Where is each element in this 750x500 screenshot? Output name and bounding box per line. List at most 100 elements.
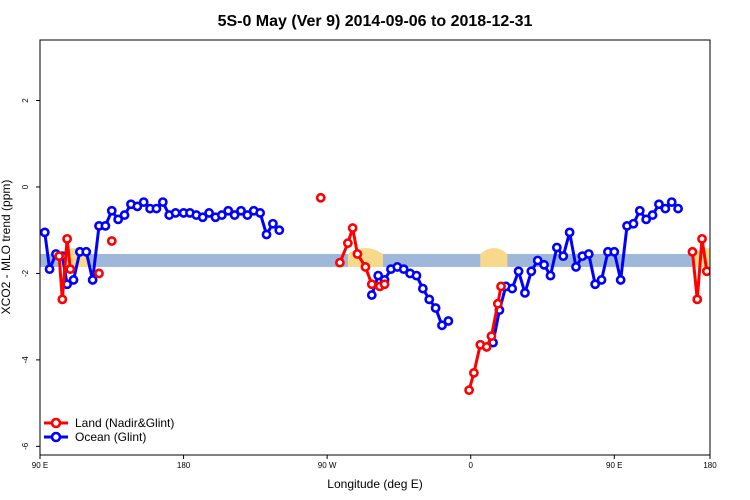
data-point xyxy=(360,262,371,272)
data-point xyxy=(398,264,409,275)
data-point xyxy=(654,199,664,210)
data-point xyxy=(100,220,111,231)
data-point xyxy=(81,246,92,257)
data-point xyxy=(507,283,518,294)
data-point xyxy=(732,268,739,275)
series-line xyxy=(57,237,72,301)
legend-marker xyxy=(50,431,62,443)
data-point xyxy=(113,214,124,225)
data-point xyxy=(583,249,594,259)
data-point xyxy=(526,266,537,277)
x-tick-label: 90 E xyxy=(32,461,48,470)
data-point xyxy=(551,242,562,253)
legend-item: Land (Nadir&Glint) xyxy=(44,416,174,430)
data-point xyxy=(106,236,117,246)
data-point xyxy=(132,201,143,212)
data-point xyxy=(366,279,377,290)
data-point xyxy=(54,251,65,262)
land-region xyxy=(694,247,710,267)
plot-frame xyxy=(39,39,711,456)
data-point xyxy=(373,270,384,281)
data-point xyxy=(138,197,149,208)
data-point xyxy=(687,246,698,257)
data-point xyxy=(609,246,620,257)
data-point xyxy=(539,259,549,270)
series-line xyxy=(690,237,709,301)
legend-marker xyxy=(50,417,62,429)
data-point xyxy=(692,294,703,305)
data-point xyxy=(443,316,454,326)
y-tick-label: -6 xyxy=(21,442,30,450)
data-point xyxy=(660,203,671,214)
data-point xyxy=(437,320,447,331)
data-point xyxy=(229,210,240,220)
data-point xyxy=(57,294,68,305)
data-point xyxy=(366,290,377,300)
data-point xyxy=(469,367,479,378)
data-point xyxy=(673,203,683,214)
data-point xyxy=(571,262,581,272)
data-point xyxy=(268,218,278,229)
data-point xyxy=(424,294,435,305)
x-tick-label: 0 xyxy=(468,461,473,470)
data-point xyxy=(701,266,710,277)
data-point xyxy=(255,208,266,218)
land-region xyxy=(480,247,508,267)
data-point xyxy=(151,203,162,214)
data-point xyxy=(628,218,639,229)
data-point xyxy=(157,197,168,208)
data-point xyxy=(342,238,353,249)
data-point xyxy=(62,233,73,244)
data-point xyxy=(564,227,575,238)
data-point xyxy=(647,210,658,220)
x-tick-label: 180 xyxy=(177,461,191,470)
data-point xyxy=(545,270,556,281)
y-tick-label: 2 xyxy=(21,98,30,103)
legend-label: Ocean (Glint) xyxy=(75,430,146,444)
data-point xyxy=(44,264,55,275)
x-tick-label: 90 W xyxy=(318,461,337,470)
series-ocean xyxy=(40,197,683,348)
y-tick-label: 0 xyxy=(21,184,30,189)
data-point xyxy=(236,205,246,216)
data-point xyxy=(216,210,227,220)
data-point xyxy=(94,268,104,279)
data-point xyxy=(492,298,503,309)
data-point xyxy=(464,385,475,396)
data-point xyxy=(532,255,543,266)
data-point xyxy=(558,251,569,262)
y-axis-label: XCO2 - MLO trend (ppm) xyxy=(0,180,13,315)
data-point xyxy=(615,275,626,285)
data-point xyxy=(641,214,652,225)
plot-area xyxy=(40,192,741,396)
chart-title: 5S-0 May (Ver 9) 2014-09-06 to 2018-12-3… xyxy=(218,13,533,30)
x-tick-label: 90 E xyxy=(606,461,622,470)
data-point xyxy=(315,192,326,203)
data-point xyxy=(666,197,677,208)
data-point xyxy=(411,270,422,281)
data-point xyxy=(261,229,272,240)
data-point xyxy=(197,212,208,223)
data-point xyxy=(242,210,253,220)
data-point xyxy=(119,210,130,220)
legend-item: Ocean (Glint) xyxy=(44,430,146,444)
data-point xyxy=(481,342,492,352)
data-point xyxy=(513,266,524,277)
data-point xyxy=(223,205,234,216)
data-point xyxy=(68,275,79,285)
y-axis: 2 0 -2 -4 -6 xyxy=(21,98,40,450)
data-point xyxy=(65,264,76,275)
land-region xyxy=(728,248,741,267)
data-point xyxy=(634,205,645,216)
data-point xyxy=(87,275,98,285)
data-point xyxy=(379,279,390,290)
data-point xyxy=(417,283,428,294)
data-point xyxy=(520,287,530,298)
x-axis: 90 E 180 90 W 0 90 E 180 xyxy=(32,455,717,470)
data-point xyxy=(596,275,607,285)
data-point xyxy=(430,303,441,313)
data-point xyxy=(274,225,285,236)
data-point xyxy=(347,223,358,233)
legend-label: Land (Nadir&Glint) xyxy=(75,416,174,430)
